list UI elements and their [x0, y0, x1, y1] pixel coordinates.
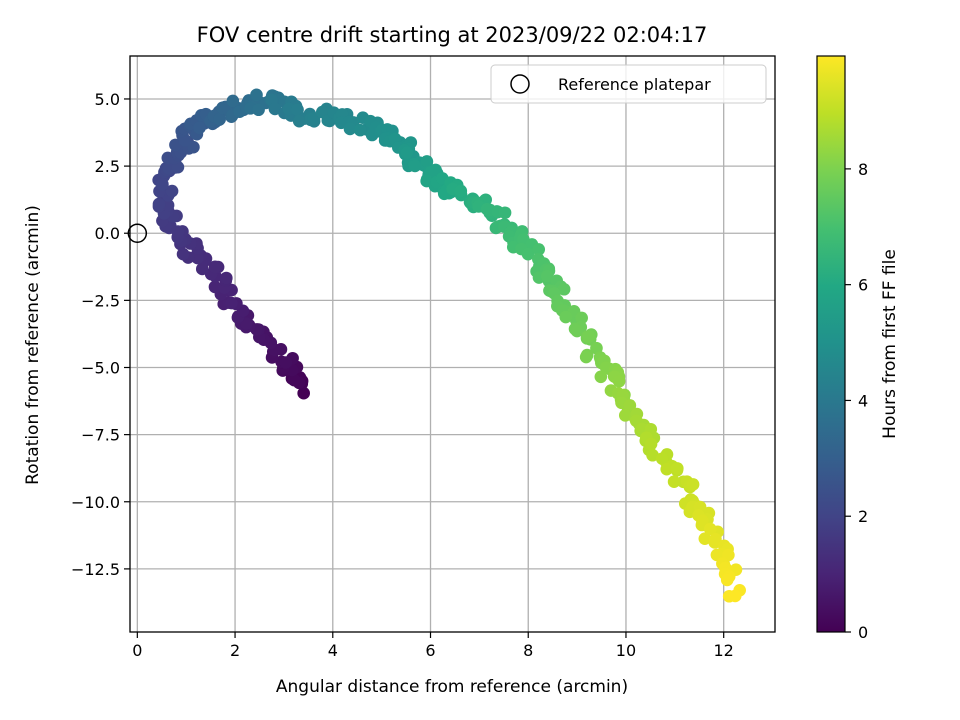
data-point — [728, 589, 742, 603]
data-point — [582, 330, 596, 343]
data-point — [250, 88, 263, 102]
data-point — [570, 324, 584, 338]
data-point — [612, 374, 626, 388]
x-tick-label: 6 — [425, 641, 435, 660]
data-point — [420, 155, 434, 168]
data-point — [557, 282, 571, 296]
y-tick-label: −7.5 — [81, 426, 120, 445]
colorbar-tick-label: 6 — [858, 276, 868, 295]
data-point — [187, 140, 200, 154]
data-point — [575, 311, 588, 325]
colorbar-ticks: 0 2 4 6 8 — [845, 160, 868, 642]
data-point — [208, 280, 222, 294]
data-point — [287, 373, 301, 387]
data-point — [559, 310, 573, 324]
legend-entry-reference-platepar: Reference platepar — [558, 75, 711, 94]
x-tick-label: 0 — [132, 641, 142, 660]
data-point — [208, 260, 222, 274]
data-point — [703, 522, 717, 536]
colorbar-label: Hours from first FF file — [880, 249, 900, 439]
data-point — [220, 271, 233, 285]
data-point — [252, 103, 265, 117]
colorbar-gradient — [816, 55, 846, 633]
x-tick-label: 4 — [328, 641, 338, 660]
y-tick-label: 2.5 — [95, 157, 120, 176]
data-point — [226, 94, 240, 108]
data-point — [579, 350, 593, 364]
data-point — [400, 146, 414, 159]
data-point — [720, 573, 734, 587]
legend: Reference platepar — [490, 64, 767, 104]
data-point — [696, 514, 709, 528]
data-point — [156, 178, 169, 191]
data-point — [176, 247, 190, 261]
x-tick-label: 2 — [230, 641, 240, 660]
data-point — [191, 251, 204, 265]
data-point — [297, 386, 310, 400]
data-point — [646, 448, 659, 462]
x-axis-label: Angular distance from reference (arcmin) — [276, 677, 628, 697]
data-point — [408, 159, 422, 173]
data-point — [594, 370, 608, 384]
data-point — [540, 269, 554, 283]
data-point — [169, 138, 182, 152]
colorbar-tick-label: 8 — [858, 160, 868, 179]
plot-area-frame — [129, 55, 776, 633]
grid-lines — [130, 56, 775, 632]
data-point — [268, 102, 282, 116]
data-point — [532, 243, 546, 256]
legend-reference-marker-icon — [510, 74, 530, 94]
data-point — [709, 532, 722, 546]
data-point — [291, 103, 304, 117]
data-point — [165, 184, 179, 198]
data-point — [670, 462, 684, 475]
y-axis-ticks: −12.5 −10.0 −7.5 −5.0 −2.5 0.0 2.5 5.0 — [71, 90, 130, 579]
data-point — [698, 532, 712, 545]
y-tick-label: −12.5 — [71, 560, 120, 579]
y-tick-label: 0.0 — [95, 224, 120, 243]
colorbar: 0 2 4 6 8 Hours from first FF file — [816, 55, 900, 642]
x-tick-label: 12 — [714, 641, 734, 660]
data-point — [644, 437, 658, 451]
data-point — [454, 184, 468, 198]
data-point — [623, 399, 637, 412]
data-point — [353, 123, 367, 137]
colorbar-tick-label: 4 — [858, 391, 868, 410]
data-point — [162, 161, 175, 175]
data-point — [225, 296, 238, 310]
data-point — [279, 356, 293, 369]
data-point — [193, 121, 206, 135]
chart-title: FOV centre drift starting at 2023/09/22 … — [197, 23, 708, 47]
data-point — [213, 112, 226, 126]
data-point — [521, 247, 535, 261]
y-tick-label: −2.5 — [81, 291, 120, 310]
data-point — [498, 206, 512, 220]
data-point — [655, 452, 669, 465]
data-point — [292, 114, 306, 128]
y-tick-label: 5.0 — [95, 90, 120, 109]
data-point — [152, 197, 166, 211]
data-point — [195, 262, 209, 276]
data-point — [667, 475, 681, 488]
data-point — [686, 478, 700, 491]
y-tick-label: −10.0 — [71, 493, 120, 512]
data-points — [152, 88, 746, 603]
legend-box — [490, 64, 767, 104]
data-point — [660, 462, 674, 476]
data-point — [343, 122, 357, 136]
colorbar-tick-label: 2 — [858, 507, 868, 526]
x-tick-label: 8 — [523, 641, 533, 660]
y-tick-label: −5.0 — [81, 358, 120, 377]
colorbar-tick-label: 0 — [858, 623, 868, 642]
x-tick-label: 10 — [616, 641, 636, 660]
y-axis-label: Rotation from reference (arcmin) — [23, 205, 43, 485]
x-axis-ticks: 0 2 4 6 8 10 12 — [132, 632, 734, 660]
data-point — [618, 409, 632, 422]
